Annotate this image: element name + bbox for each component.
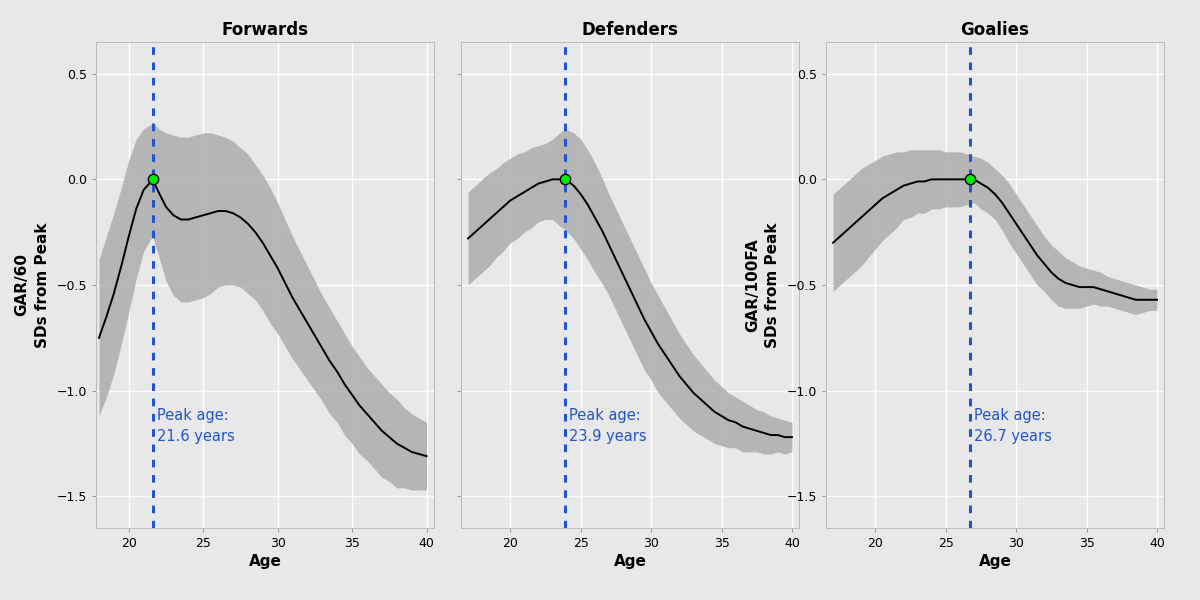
Y-axis label: GAR/100FA
SDs from Peak: GAR/100FA SDs from Peak [745,222,780,348]
Point [143,175,162,184]
X-axis label: Age: Age [613,554,647,569]
Point [960,175,979,184]
Text: Peak age:
23.9 years: Peak age: 23.9 years [570,407,647,443]
X-axis label: Age: Age [978,554,1012,569]
Title: Defenders: Defenders [582,21,678,39]
Title: Goalies: Goalies [960,21,1030,39]
Title: Forwards: Forwards [222,21,308,39]
Text: Peak age:
21.6 years: Peak age: 21.6 years [157,407,235,443]
X-axis label: Age: Age [248,554,282,569]
Point [556,175,575,184]
Text: Peak age:
26.7 years: Peak age: 26.7 years [974,407,1051,443]
Y-axis label: GAR/60
SDs from Peak: GAR/60 SDs from Peak [14,222,49,348]
